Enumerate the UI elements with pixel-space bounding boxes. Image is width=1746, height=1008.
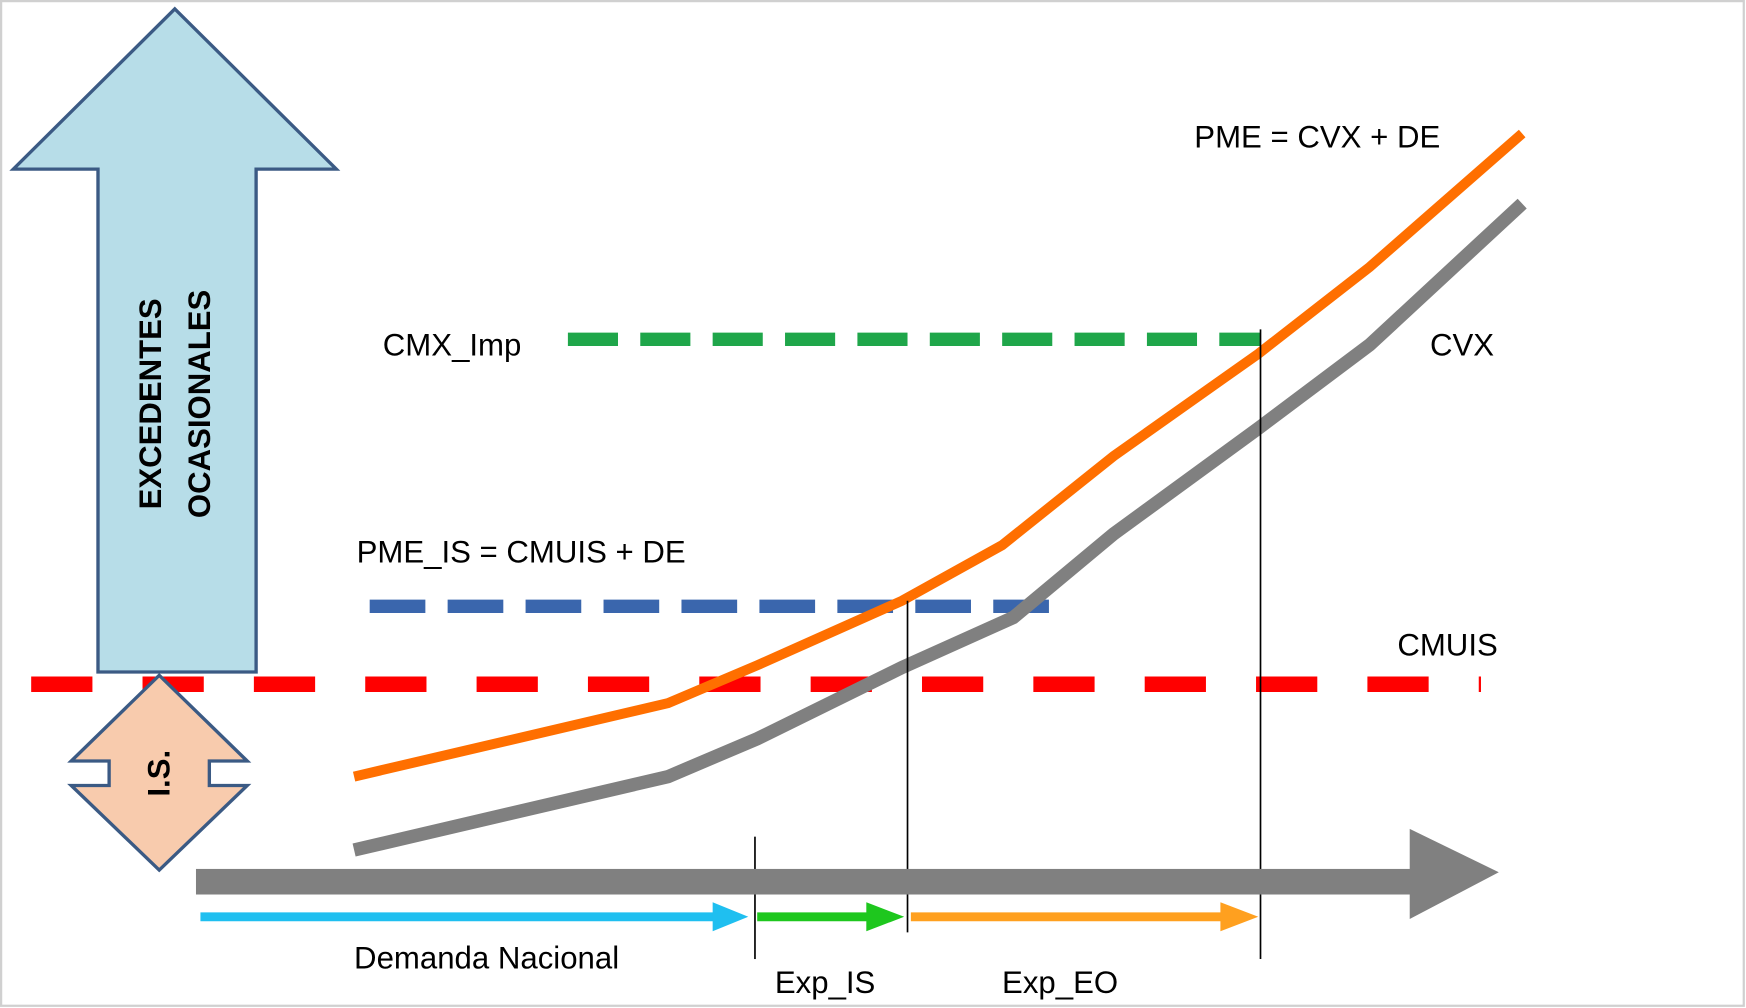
arrow-label: I.S. xyxy=(142,750,177,797)
segment-label: Demanda Nacional xyxy=(354,940,619,975)
pme-curve xyxy=(352,129,1526,782)
segment-label: Exp_IS xyxy=(775,965,875,1000)
arrow-label: EXCEDENTES xyxy=(133,298,168,509)
level-label: CMX_Imp xyxy=(383,327,522,362)
axis-arrow-head xyxy=(1409,828,1499,919)
segment-arrow-head xyxy=(712,902,749,932)
curve-label: PME = CVX + DE xyxy=(1194,119,1440,154)
curve-label: CVX xyxy=(1430,327,1494,362)
level-label: CMUIS xyxy=(1397,628,1497,663)
arrow-label: OCASIONALES xyxy=(182,290,217,518)
segment-arrow-head xyxy=(1220,902,1259,932)
segment-arrow-head xyxy=(866,902,905,932)
cvx-curve xyxy=(352,198,1527,857)
level-label: PME_IS = CMUIS + DE xyxy=(357,534,686,569)
up-arrow xyxy=(9,6,341,674)
double-arrow xyxy=(67,673,252,873)
axis-arrow xyxy=(195,868,1412,895)
segment-label: Exp_EO xyxy=(1002,965,1118,1000)
